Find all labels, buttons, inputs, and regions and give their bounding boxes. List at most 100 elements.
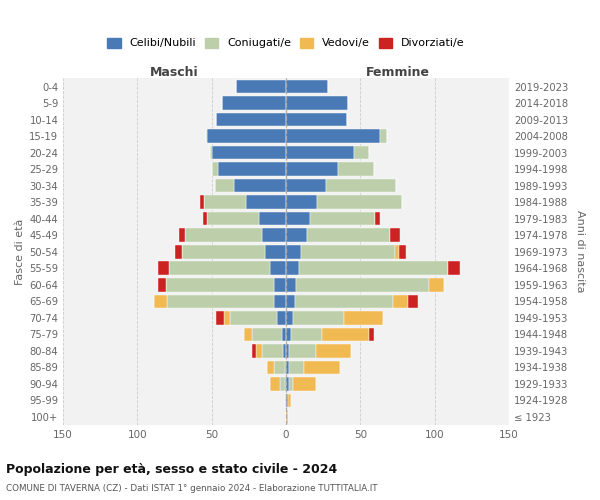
Bar [208,212,259,226]
Bar [286,212,310,226]
Bar [286,410,287,424]
Legend: Celibi/Nubili, Coniugati/e, Vedovi/e, Divorziati/e: Celibi/Nubili, Coniugati/e, Vedovi/e, Di… [105,36,467,51]
Bar [234,179,286,192]
Bar [166,278,274,291]
Bar [286,377,289,390]
Bar [448,262,460,275]
Bar [182,245,265,258]
Bar [393,294,408,308]
Bar [429,278,443,291]
Y-axis label: Fasce di età: Fasce di età [15,218,25,285]
Bar [307,228,390,242]
Bar [317,196,402,209]
Bar [286,228,307,242]
Bar [299,262,448,275]
Bar [284,394,286,407]
Bar [286,328,290,341]
Bar [212,146,286,160]
Bar [265,245,286,258]
Bar [216,113,286,126]
Bar [293,311,344,324]
Bar [287,394,290,407]
Bar [286,80,328,94]
Bar [205,196,246,209]
Y-axis label: Anni di nascita: Anni di nascita [575,210,585,293]
Text: Maschi: Maschi [150,66,199,79]
Bar [210,146,212,160]
Bar [296,278,429,291]
Bar [206,130,208,143]
Bar [203,212,208,226]
Bar [222,96,286,110]
Bar [158,278,166,291]
Bar [289,344,316,358]
Bar [169,262,270,275]
Bar [286,360,289,374]
Bar [395,245,399,258]
Bar [224,311,230,324]
Bar [274,360,284,374]
Bar [274,278,286,291]
Bar [208,130,286,143]
Bar [262,344,283,358]
Bar [256,344,262,358]
Bar [230,311,277,324]
Bar [262,228,286,242]
Bar [185,228,262,242]
Bar [289,360,304,374]
Bar [267,360,274,374]
Bar [375,212,380,226]
Bar [154,294,167,308]
Bar [259,212,286,226]
Bar [322,328,369,341]
Bar [338,162,374,176]
Bar [274,294,286,308]
Bar [284,377,286,390]
Bar [286,130,380,143]
Bar [286,245,301,258]
Bar [236,80,286,94]
Bar [281,328,286,341]
Text: Femmine: Femmine [365,66,430,79]
Bar [290,328,322,341]
Bar [244,328,252,341]
Bar [286,262,299,275]
Bar [408,294,418,308]
Bar [286,294,295,308]
Bar [270,377,280,390]
Bar [399,245,406,258]
Bar [179,228,185,242]
Bar [280,377,284,390]
Bar [212,162,218,176]
Bar [355,146,369,160]
Bar [286,278,296,291]
Bar [246,196,286,209]
Bar [286,196,317,209]
Bar [326,179,396,192]
Bar [310,212,375,226]
Bar [158,262,169,275]
Bar [283,344,286,358]
Text: Popolazione per età, sesso e stato civile - 2024: Popolazione per età, sesso e stato civil… [6,462,337,475]
Bar [390,228,400,242]
Bar [216,311,224,324]
Bar [369,328,374,341]
Bar [215,179,234,192]
Bar [295,294,393,308]
Bar [218,162,286,176]
Bar [167,294,274,308]
Bar [289,377,293,390]
Bar [380,130,387,143]
Bar [286,344,289,358]
Bar [344,311,383,324]
Bar [304,360,340,374]
Bar [293,377,316,390]
Bar [286,179,326,192]
Bar [252,328,281,341]
Bar [286,311,293,324]
Bar [301,245,395,258]
Bar [270,262,286,275]
Text: COMUNE DI TAVERNA (CZ) - Dati ISTAT 1° gennaio 2024 - Elaborazione TUTTITALIA.IT: COMUNE DI TAVERNA (CZ) - Dati ISTAT 1° g… [6,484,377,493]
Bar [286,162,338,176]
Bar [286,146,355,160]
